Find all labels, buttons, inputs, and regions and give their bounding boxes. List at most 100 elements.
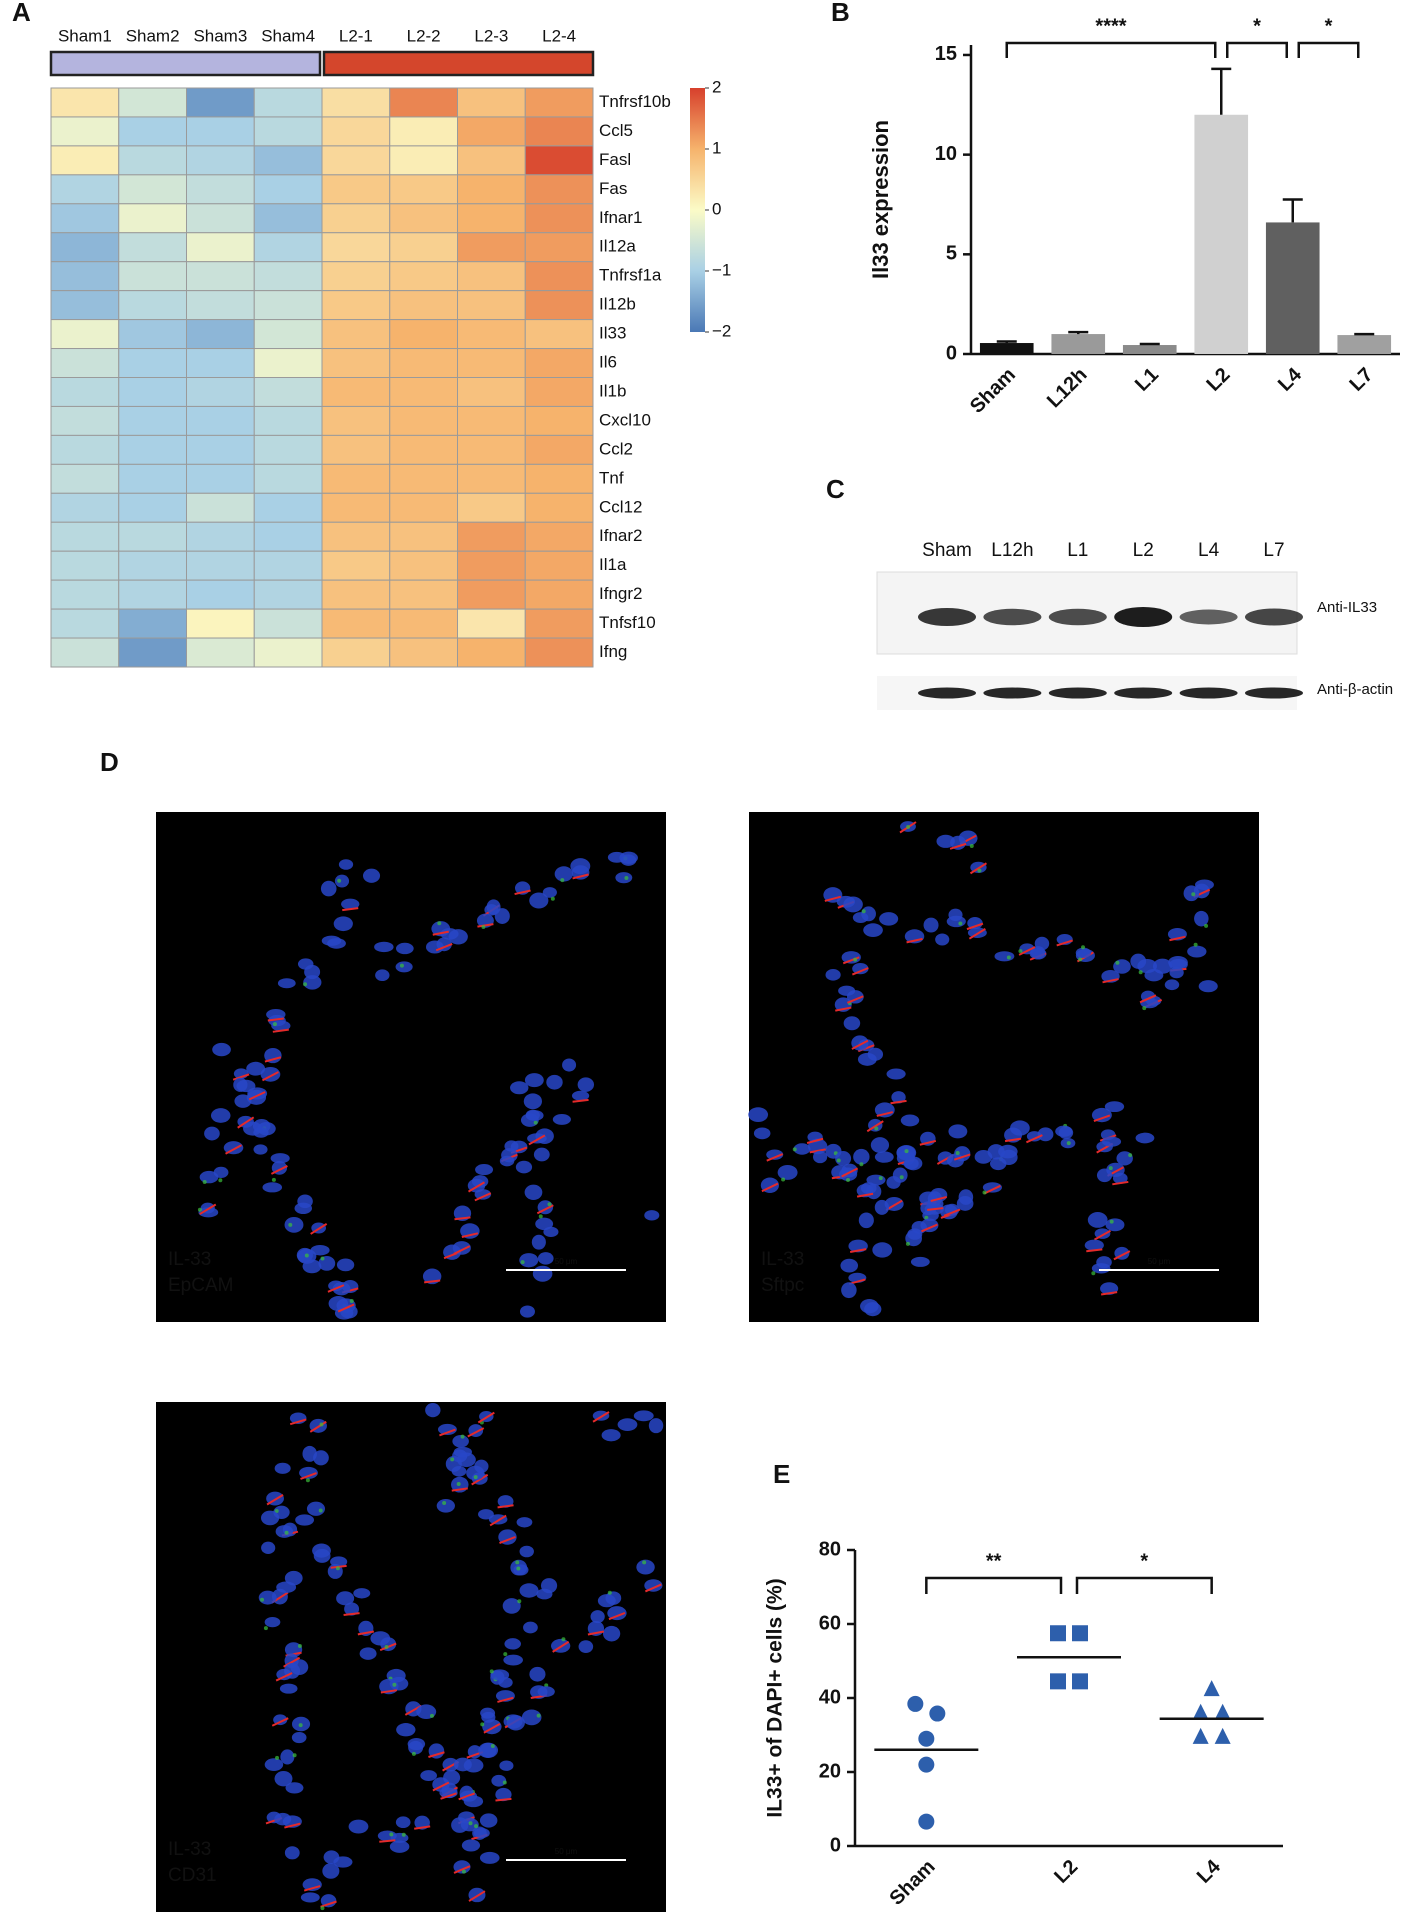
nucleus xyxy=(295,1514,315,1526)
nucleus xyxy=(253,1144,268,1155)
blot-band xyxy=(983,687,1042,699)
il33-stain xyxy=(955,1150,960,1155)
heatmap-cell xyxy=(186,492,255,523)
heatmap-cell xyxy=(524,463,594,494)
heatmap-cell xyxy=(321,521,391,552)
nucleus xyxy=(944,1203,960,1216)
nucleus xyxy=(233,1077,248,1092)
membrane-stain xyxy=(237,1116,255,1129)
nucleus xyxy=(974,1149,993,1164)
x-tick-label: Sham xyxy=(886,1856,940,1910)
nucleus xyxy=(510,1081,529,1095)
nucleus xyxy=(310,1245,330,1256)
il33-stain xyxy=(298,1723,303,1728)
nucleus xyxy=(303,975,322,990)
heatmap-cell xyxy=(321,174,391,205)
lane-label: Sham xyxy=(922,540,972,561)
heatmap-cell xyxy=(50,377,120,407)
nucleus xyxy=(264,1047,282,1064)
stain-label: EpCAM xyxy=(168,1275,233,1296)
nucleus xyxy=(480,1707,496,1719)
heatmap-cell xyxy=(321,232,391,263)
heatmap-cell xyxy=(186,116,255,147)
nucleus xyxy=(982,1182,1002,1193)
membrane-stain xyxy=(849,1248,867,1254)
membrane-stain xyxy=(467,1427,485,1438)
heatmap-cell xyxy=(457,521,526,552)
nucleus xyxy=(258,1590,277,1605)
membrane-stain xyxy=(380,1689,397,1694)
il33-stain xyxy=(560,878,565,883)
membrane-stain xyxy=(1169,935,1186,942)
nucleus xyxy=(524,1073,544,1088)
membrane-stain xyxy=(1086,1248,1103,1253)
heatmap-cell xyxy=(186,550,255,581)
membrane-stain xyxy=(451,1487,468,1492)
il33-stain xyxy=(1193,942,1198,947)
membrane-stain xyxy=(289,1418,307,1426)
nucleus xyxy=(515,1160,533,1174)
nucleus xyxy=(204,1126,220,1141)
heatmap-cell xyxy=(253,145,323,176)
heatmap-cell xyxy=(457,174,526,205)
membrane-stain xyxy=(528,1134,546,1146)
nucleus xyxy=(793,1143,811,1155)
membrane-stain xyxy=(266,1494,284,1506)
nucleus xyxy=(425,1403,441,1418)
nucleus xyxy=(338,859,354,870)
il33-stain xyxy=(319,1422,324,1427)
membrane-stain xyxy=(458,1792,476,1801)
bar xyxy=(1122,345,1177,354)
nucleus xyxy=(479,1813,498,1828)
nucleus xyxy=(532,1265,553,1282)
membrane-stain xyxy=(969,862,987,875)
nucleus xyxy=(491,1774,507,1787)
nucleus xyxy=(1091,1107,1112,1123)
lane-label: L12h xyxy=(991,540,1033,561)
membrane-stain xyxy=(275,1672,293,1682)
heatmap-cell xyxy=(118,463,187,494)
il33-stain xyxy=(399,963,404,968)
membrane-stain xyxy=(876,1111,894,1117)
nucleus xyxy=(967,917,983,930)
membrane-stain xyxy=(572,873,589,880)
nucleus xyxy=(900,1114,920,1127)
heatmap-cell xyxy=(321,203,391,234)
nucleus xyxy=(299,1466,318,1479)
heatmap-cell xyxy=(253,348,323,378)
membrane-stain xyxy=(824,895,842,902)
il33-stain xyxy=(1006,955,1011,960)
nucleus xyxy=(863,923,883,938)
membrane-stain xyxy=(906,937,923,944)
heatmap-cell xyxy=(321,579,391,610)
nucleus xyxy=(253,1127,269,1138)
membrane-stain xyxy=(572,1098,589,1103)
membrane-stain xyxy=(495,1797,512,1802)
heatmap-cell xyxy=(118,203,187,234)
nucleus xyxy=(1026,1131,1042,1142)
il33-stain xyxy=(320,1256,325,1261)
point xyxy=(918,1813,935,1830)
heatmap-cell xyxy=(457,87,526,118)
column-label: Sham1 xyxy=(58,26,112,45)
nucleus xyxy=(1084,1239,1104,1251)
membrane-stain xyxy=(1093,1114,1111,1122)
membrane-stain xyxy=(497,1504,514,1509)
heatmap-cell xyxy=(389,521,458,552)
il33-stain xyxy=(520,1260,525,1265)
nucleus xyxy=(461,1839,481,1852)
heatmap-cell xyxy=(321,608,391,639)
heatmap-cell xyxy=(457,434,526,465)
heatmap-cell xyxy=(457,261,526,292)
nucleus xyxy=(499,1760,514,1771)
point xyxy=(1072,1673,1088,1690)
il33-stain xyxy=(1109,1219,1114,1224)
heatmap-cell xyxy=(457,550,526,581)
heatmap-cell xyxy=(457,116,526,147)
nucleus xyxy=(451,1817,469,1833)
nucleus xyxy=(499,1155,515,1167)
nucleus xyxy=(495,1787,512,1802)
membrane-stain xyxy=(514,889,531,896)
x-tick-label: L12h xyxy=(1043,364,1092,413)
nucleus xyxy=(602,1625,621,1642)
